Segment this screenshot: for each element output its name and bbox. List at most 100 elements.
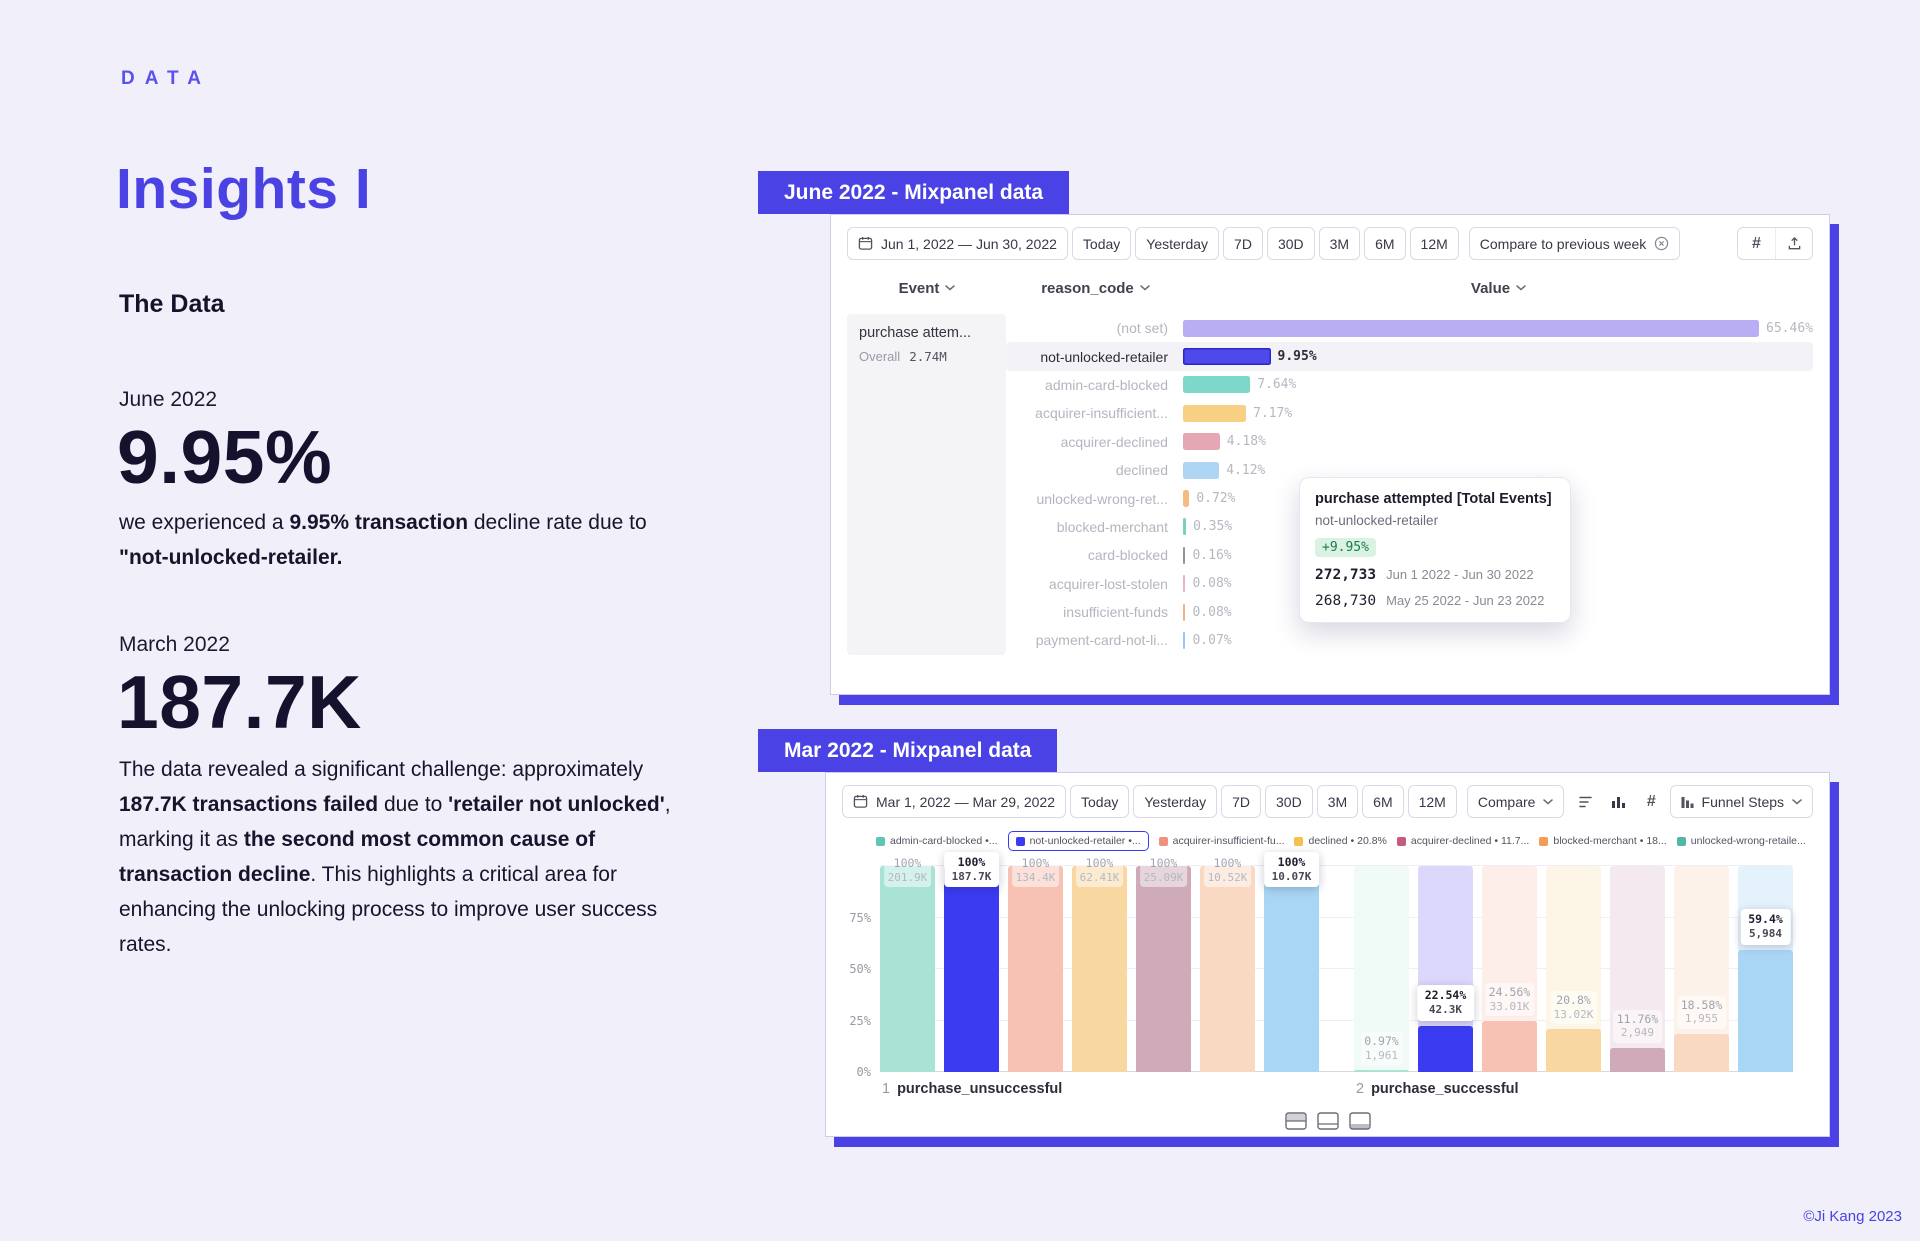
page-title: Insights I — [116, 157, 372, 221]
funnel-bar[interactable] — [1610, 1047, 1665, 1072]
funnel-column[interactable]: 0.97% 1,961 — [1354, 866, 1409, 1072]
grid-view-icon[interactable]: # — [1752, 234, 1761, 252]
funnel-bar[interactable] — [1546, 1029, 1601, 1072]
value-bar[interactable] — [1182, 546, 1186, 564]
funnel-bar[interactable] — [1354, 1069, 1409, 1072]
range-6m-button[interactable]: 6M — [1364, 227, 1406, 260]
funnel-column[interactable]: 24.56% 33.01K — [1482, 866, 1537, 1072]
compare-dropdown[interactable]: Compare — [1466, 785, 1565, 818]
value-bar[interactable] — [1182, 348, 1271, 366]
value-bar[interactable] — [1182, 603, 1186, 621]
range-yesterday-button[interactable]: Yesterday — [1135, 227, 1220, 260]
value-bar[interactable] — [1182, 404, 1247, 422]
range-3m-button[interactable]: 3M — [1318, 227, 1361, 260]
legend-item[interactable]: admin-card-blocked •... — [876, 835, 998, 847]
column-header-value[interactable]: Value — [1184, 280, 1813, 297]
funnel-bar[interactable] — [1136, 866, 1191, 1072]
column-header-breakdown[interactable]: reason_code — [1007, 280, 1184, 297]
bar-track: 9.95% — [1168, 348, 1813, 366]
reason-code-label: acquirer-lost-stolen — [1048, 575, 1168, 592]
range-7d-button[interactable]: 7D — [1223, 227, 1263, 260]
funnel-bar[interactable] — [1674, 1033, 1729, 1072]
june-bar-row[interactable]: card-blocked 0.16% — [1006, 541, 1813, 569]
june-bar-row[interactable]: declined 4.12% — [1006, 456, 1813, 484]
value-bar[interactable] — [1182, 319, 1760, 337]
june-bar-row[interactable]: acquirer-declined 4.18% — [1006, 428, 1813, 456]
funnel-column[interactable]: 20.8% 13.02K — [1546, 866, 1601, 1072]
funnel-column[interactable]: 22.54% 42.3K — [1416, 866, 1475, 1072]
compare-chip[interactable]: Compare to previous week — [1468, 227, 1681, 260]
range-today-button[interactable]: Today — [1071, 227, 1132, 260]
funnel-column[interactable]: 100% 10.07K — [1263, 851, 1320, 1072]
funnel-bar[interactable] — [944, 866, 999, 1072]
range-today-button[interactable]: Today — [1070, 785, 1130, 818]
funnel-bar[interactable] — [1418, 1025, 1473, 1072]
chevron-down-icon — [1792, 798, 1802, 804]
value-bar[interactable] — [1182, 518, 1187, 536]
reason-code-label: declined — [1115, 462, 1168, 479]
split-top-view-icon[interactable] — [1284, 1112, 1307, 1130]
grid-view-icon[interactable]: # — [1646, 792, 1656, 810]
value-bar[interactable] — [1182, 490, 1190, 508]
funnel-bar[interactable] — [880, 866, 935, 1072]
funnel-column[interactable]: 100% 134.4K — [1008, 853, 1063, 1072]
funnel-bar[interactable] — [1200, 866, 1255, 1072]
date-range-picker[interactable]: Jun 1, 2022 — Jun 30, 2022 — [847, 227, 1068, 260]
june-bar-row[interactable]: acquirer-lost-stolen 0.08% — [1006, 570, 1813, 598]
june-bar-row[interactable]: (not set) 65.46% — [1006, 314, 1813, 342]
event-summary-cell[interactable]: purchase attem... Overall 2.74M — [847, 314, 1006, 655]
range-3m-button[interactable]: 3M — [1316, 785, 1359, 818]
legend-item[interactable]: blocked-merchant • 18... — [1539, 835, 1667, 847]
funnel-column[interactable]: 59.4% 5,984 — [1738, 866, 1793, 1072]
legend-item[interactable]: acquirer-insufficient-fu... — [1158, 835, 1284, 847]
gridline — [880, 968, 1793, 969]
funnel-bar[interactable] — [1008, 866, 1063, 1072]
value-bar[interactable] — [1182, 433, 1220, 451]
june-bar-row[interactable]: insufficient-funds 0.08% — [1006, 598, 1813, 626]
funnel-column[interactable]: 100% 187.7K — [943, 851, 1000, 1072]
june-bar-row[interactable]: admin-card-blocked 7.64% — [1006, 371, 1813, 399]
legend-item[interactable]: acquirer-declined • 11.7... — [1396, 835, 1529, 847]
funnel-column[interactable]: 100% 201.9K — [880, 853, 935, 1072]
funnel-column[interactable]: 100% 10.52K — [1200, 853, 1255, 1072]
tooltip-range: Jun 1 2022 - Jun 30 2022 — [1386, 567, 1534, 582]
range-12m-button[interactable]: 12M — [1409, 227, 1459, 260]
export-icon[interactable] — [1775, 228, 1812, 259]
funnel-column[interactable]: 100% 62.41K — [1072, 853, 1127, 1072]
value-bar[interactable] — [1182, 575, 1186, 593]
funnel-bar[interactable] — [1264, 866, 1319, 1072]
june-bar-row[interactable]: payment-card-not-li... 0.07% — [1006, 626, 1813, 654]
range-30d-button[interactable]: 30D — [1265, 785, 1313, 818]
funnel-bar[interactable] — [1072, 866, 1127, 1072]
full-bottom-view-icon[interactable] — [1348, 1112, 1371, 1130]
funnel-column[interactable]: 18.58% 1,955 — [1674, 866, 1729, 1072]
date-range-picker[interactable]: Mar 1, 2022 — Mar 29, 2022 — [842, 785, 1066, 818]
range-12m-button[interactable]: 12M — [1407, 785, 1457, 818]
range-7d-button[interactable]: 7D — [1221, 785, 1262, 818]
june-bar-row[interactable]: blocked-merchant 0.35% — [1006, 513, 1813, 541]
value-bar[interactable] — [1182, 461, 1220, 479]
range-yesterday-button[interactable]: Yesterday — [1133, 785, 1218, 818]
legend-item[interactable]: not-unlocked-retailer •... — [1007, 831, 1149, 851]
range-6m-button[interactable]: 6M — [1362, 785, 1404, 818]
value-bar[interactable] — [1182, 376, 1251, 394]
funnel-column[interactable]: 11.76% 2,949 — [1610, 866, 1665, 1072]
legend-item[interactable]: declined • 20.8% — [1294, 835, 1387, 847]
legend-item[interactable]: unlocked-wrong-retaile... — [1676, 835, 1806, 847]
sort-lines-icon[interactable] — [1572, 787, 1600, 817]
column-header-event[interactable]: Event — [847, 280, 1007, 297]
value-bar[interactable] — [1182, 631, 1186, 649]
funnel-steps-dropdown[interactable]: Funnel Steps — [1669, 785, 1814, 818]
funnel-step-label: 1 purchase_unsuccessful — [882, 1081, 1062, 1097]
range-30d-button[interactable]: 30D — [1266, 227, 1315, 260]
bottom-panel-view-icon[interactable] — [1316, 1112, 1339, 1130]
remove-compare-icon[interactable] — [1654, 236, 1669, 251]
bar-chart-icon[interactable] — [1605, 787, 1633, 817]
funnel-step-label: 2 purchase_successful — [1356, 1081, 1519, 1097]
funnel-column[interactable]: 100% 25.09K — [1136, 853, 1191, 1072]
funnel-bar[interactable] — [1482, 1021, 1537, 1072]
funnel-bar[interactable] — [1738, 949, 1793, 1072]
june-bar-row[interactable]: acquirer-insufficient... 7.17% — [1006, 399, 1813, 427]
june-bar-row[interactable]: unlocked-wrong-ret... 0.72% — [1006, 484, 1813, 512]
june-bar-row[interactable]: not-unlocked-retailer 9.95% — [1005, 342, 1813, 371]
